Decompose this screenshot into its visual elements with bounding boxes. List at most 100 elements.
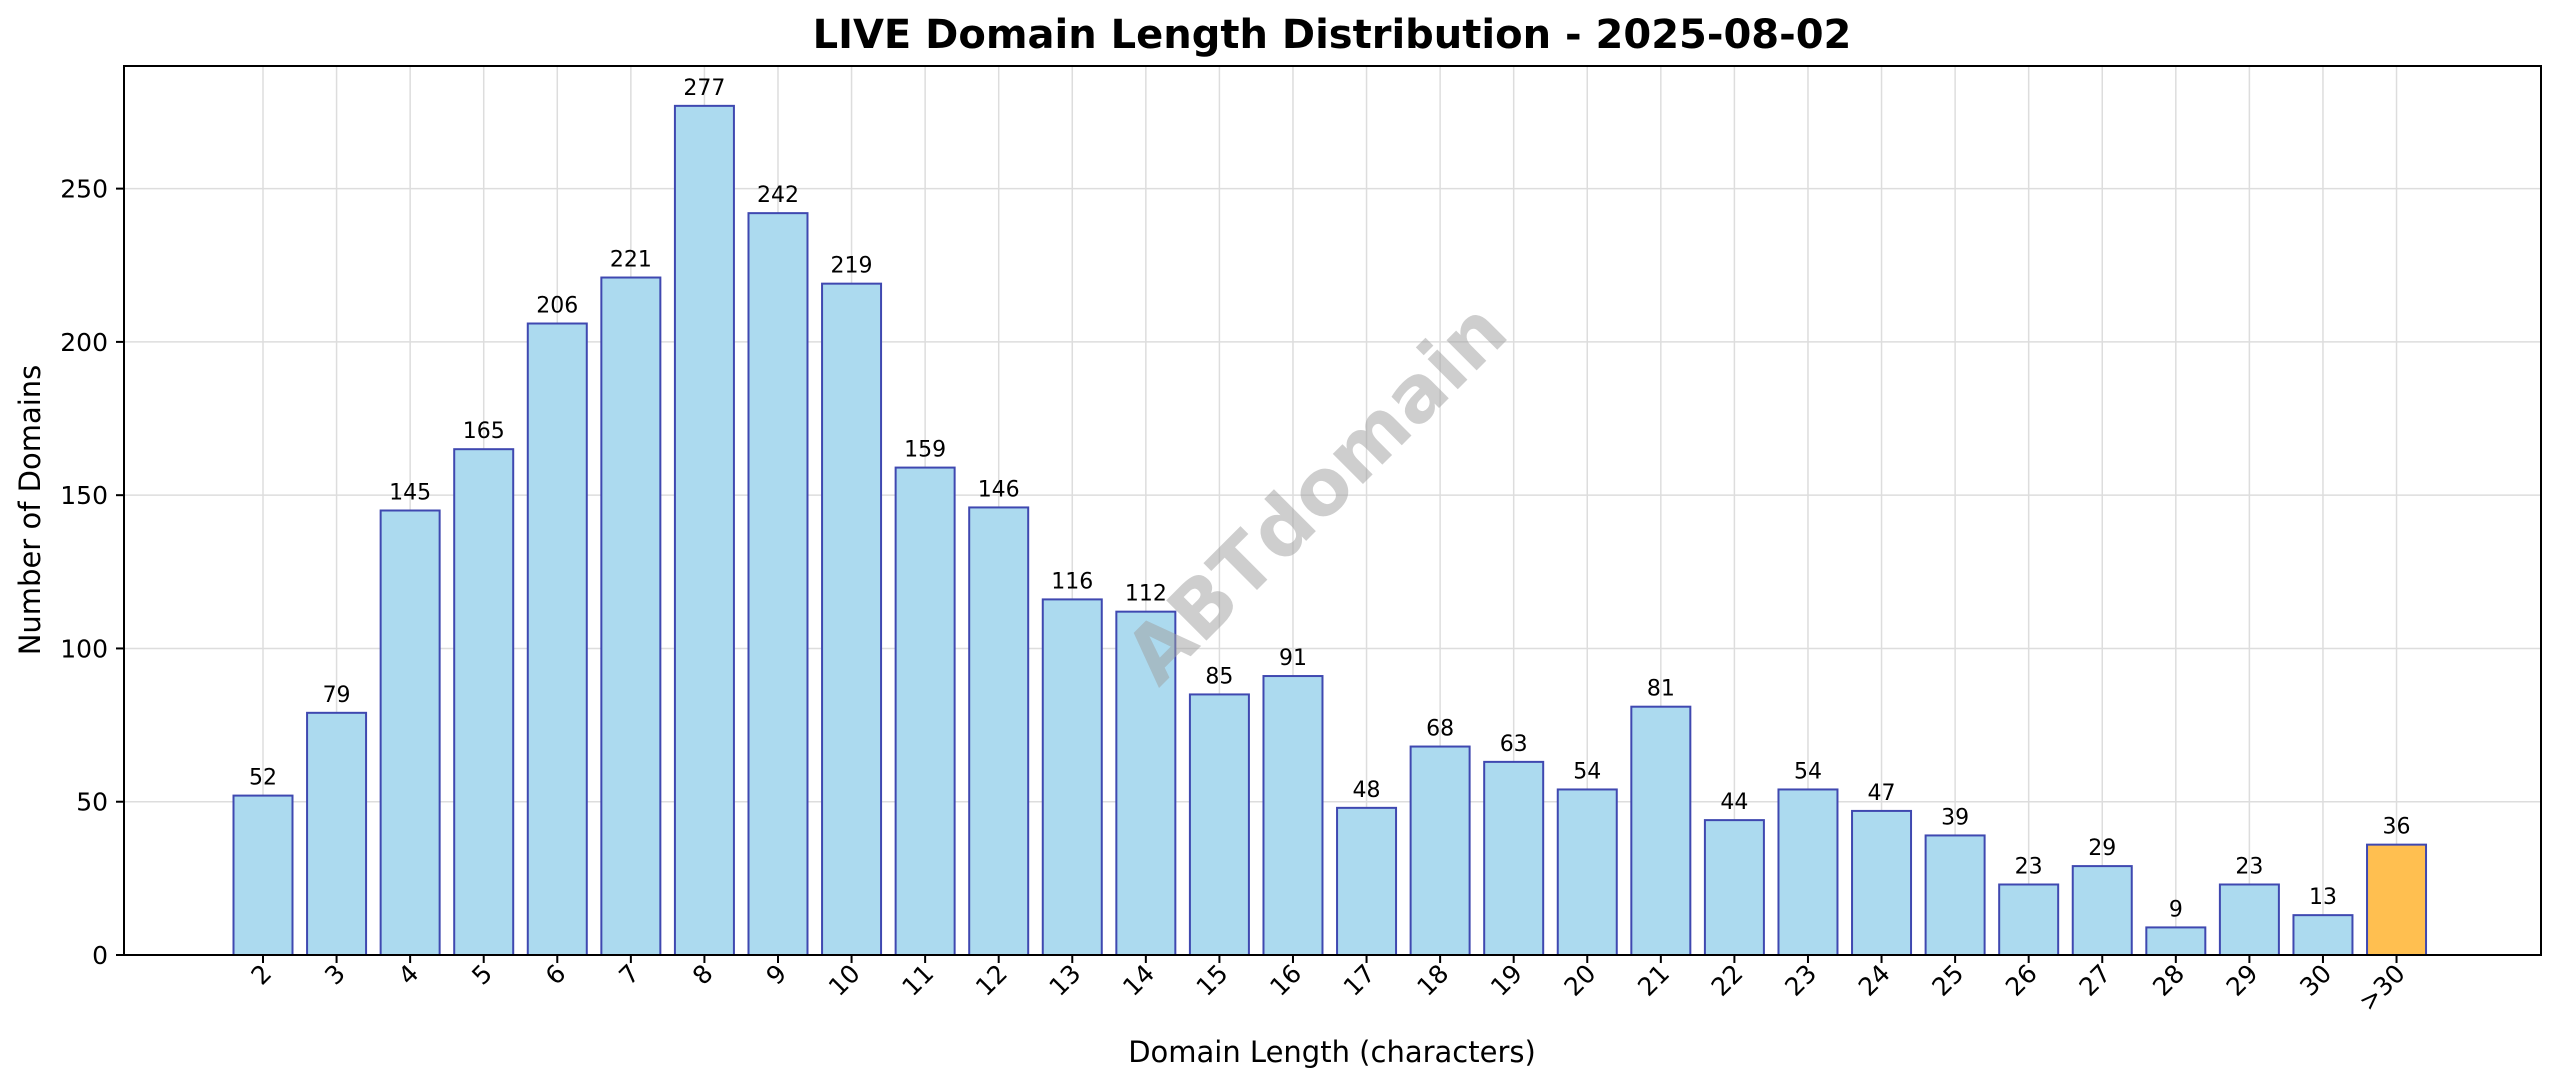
x-tick-label: 14 — [1117, 959, 1160, 1002]
bar-value-label: 116 — [1051, 569, 1093, 594]
bar-22 — [1703, 819, 1765, 956]
x-tick-label: 15 — [1191, 959, 1234, 1002]
bar-6 — [526, 322, 588, 957]
bar-value-label: 219 — [831, 254, 873, 279]
x-tick-label: 8 — [687, 959, 719, 991]
x-tick-label: 2 — [245, 959, 277, 991]
bar-value-label: 159 — [904, 438, 946, 463]
bar-value-label: 44 — [1720, 790, 1748, 815]
bar-15 — [1188, 693, 1250, 956]
bar-gt30 — [2366, 843, 2428, 956]
bar-13 — [1041, 598, 1103, 957]
bar-value-label: 36 — [2383, 815, 2411, 840]
bar-value-label: 23 — [2015, 854, 2043, 879]
bar-19 — [1483, 760, 1545, 957]
bar-value-label: 29 — [2088, 836, 2116, 861]
bar-26 — [1998, 883, 2060, 956]
x-tick-label: 3 — [319, 959, 351, 991]
bar-21 — [1630, 705, 1692, 957]
bar-value-label: 206 — [536, 294, 578, 319]
x-tick-label: 25 — [1926, 959, 1969, 1002]
bar-8 — [673, 104, 735, 956]
bar-value-label: 68 — [1426, 717, 1454, 742]
bar-value-label: 165 — [463, 419, 505, 444]
bar-10 — [821, 282, 883, 956]
x-tick-label: 21 — [1632, 959, 1675, 1002]
x-tick-label: 19 — [1485, 959, 1528, 1002]
x-tick-label: 23 — [1779, 959, 1822, 1002]
bar-4 — [379, 509, 441, 956]
x-tick-label: 9 — [760, 959, 792, 991]
bar-9 — [747, 212, 809, 956]
bar-2 — [232, 794, 294, 956]
bar-23 — [1777, 788, 1839, 957]
y-tick-label: 200 — [60, 328, 108, 357]
y-tick-label: 0 — [92, 941, 108, 970]
bar-value-label: 52 — [249, 766, 277, 791]
x-tick-label: 5 — [466, 959, 498, 991]
bar-24 — [1851, 809, 1913, 957]
bar-28 — [2145, 926, 2207, 956]
bar-value-label: 146 — [978, 477, 1020, 502]
bar-5 — [453, 448, 515, 956]
bar-value-label: 9 — [2169, 897, 2183, 922]
x-tick-label: 26 — [2000, 959, 2043, 1002]
x-tick-label: 4 — [393, 959, 425, 991]
bar-value-label: 54 — [1794, 759, 1822, 784]
x-tick-label: 28 — [2147, 959, 2190, 1002]
x-tick-label: 12 — [970, 959, 1013, 1002]
bar-value-label: 79 — [323, 683, 351, 708]
bar-value-label: 48 — [1353, 778, 1381, 803]
bar-value-label: 91 — [1279, 646, 1307, 671]
bar-value-label: 221 — [610, 248, 652, 273]
bars — [232, 104, 2428, 957]
bar-value-labels: 52 79 145 165 206 221 277 242 219 159 146 116 112 85 9… — [249, 76, 2411, 923]
bar-value-label: 39 — [1941, 805, 1969, 830]
y-axis-label: Number of Domains — [13, 365, 47, 656]
y-tick-label: 250 — [60, 175, 108, 204]
chart-title: LIVE Domain Length Distribution - 2025-0… — [813, 12, 1852, 58]
bar-16 — [1262, 675, 1324, 956]
y-tick-label: 150 — [60, 481, 108, 510]
bar-17 — [1336, 806, 1398, 956]
bar-value-label: 81 — [1647, 677, 1675, 702]
x-tick-label: 10 — [823, 959, 866, 1002]
plot-frame — [123, 65, 2542, 956]
x-tick-label: 18 — [1411, 959, 1454, 1002]
bar-7 — [600, 276, 662, 956]
bar-value-label: 63 — [1500, 732, 1528, 757]
x-tick-label: 30 — [2294, 959, 2337, 1002]
bar-29 — [2218, 883, 2280, 956]
bar-value-label: 277 — [683, 76, 725, 101]
bar-value-label: 13 — [2309, 885, 2337, 910]
bar-11 — [894, 466, 956, 956]
x-tick-label: 17 — [1338, 959, 1381, 1002]
bar-value-label: 145 — [389, 481, 431, 506]
bar-value-label: 54 — [1573, 759, 1601, 784]
bar-value-label: 23 — [2235, 854, 2263, 879]
x-tick-label: 20 — [1559, 959, 1602, 1002]
x-tick-label: >30 — [2353, 959, 2411, 1017]
x-tick-label: 7 — [613, 959, 645, 991]
x-tick-label: 13 — [1044, 959, 1087, 1002]
x-tick-label: 27 — [2073, 959, 2116, 1002]
bar-18 — [1409, 745, 1471, 956]
bar-12 — [968, 506, 1030, 956]
x-axis-label: Domain Length (characters) — [1128, 1035, 1536, 1069]
x-tick-label: 29 — [2221, 959, 2264, 1002]
y-tick-label: 50 — [76, 788, 108, 817]
watermark: ABTdomain — [1109, 286, 1525, 702]
bar-25 — [1924, 834, 1986, 956]
bar-3 — [306, 711, 368, 957]
bar-value-label: 85 — [1205, 664, 1233, 689]
x-tick-label: 16 — [1264, 959, 1307, 1002]
bar-30 — [2292, 914, 2354, 956]
bar-14 — [1115, 610, 1177, 956]
bar-value-label: 112 — [1125, 582, 1167, 607]
y-tick-label: 100 — [60, 634, 108, 663]
x-tick-label: 22 — [1706, 959, 1749, 1002]
x-axis-ticks: 2 3 4 5 6 7 8 9 10 11 12 13 14 15 16 17 18 19 20 21 22 23 24 25… — [245, 955, 2411, 1017]
bar-value-label: 242 — [757, 183, 799, 208]
bar-value-label: 47 — [1868, 781, 1896, 806]
